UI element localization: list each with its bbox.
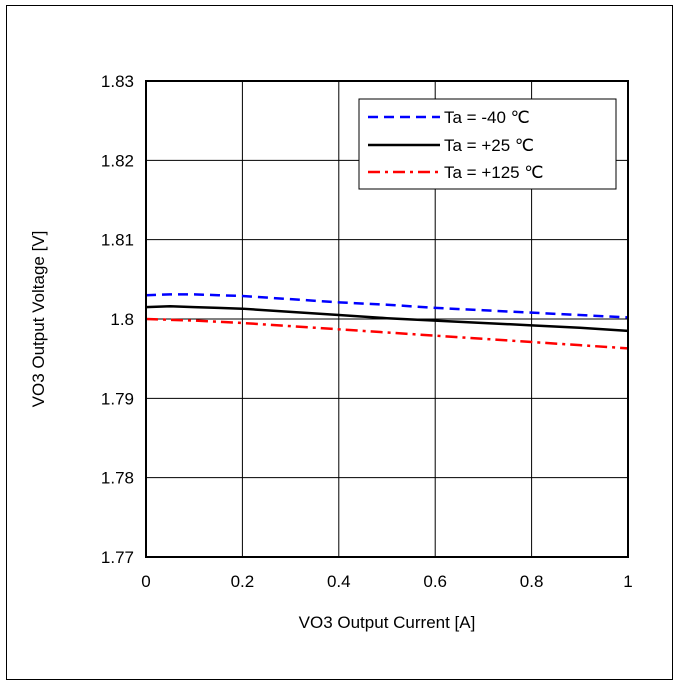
legend-label-plus25: Ta = +25 ℃ — [444, 136, 534, 155]
x-tick-label: 0.4 — [327, 572, 351, 591]
y-axis-label: VO3 Output Voltage [V] — [29, 231, 48, 408]
series-line-2 — [145, 317, 629, 350]
x-tick-label: 0 — [141, 572, 150, 591]
series-layer — [145, 293, 629, 350]
x-tick-labels: 0 0.2 0.4 0.6 0.8 1 — [141, 572, 632, 591]
plot-area-border — [145, 80, 629, 558]
legend-label-minus40: Ta = -40 ℃ — [444, 108, 530, 127]
series-line-1 — [145, 305, 629, 333]
y-tick-labels: 1.77 1.78 1.79 1.8 1.81 1.82 1.83 — [101, 72, 134, 567]
y-tick-label: 1.81 — [101, 231, 134, 250]
y-tick-label: 1.77 — [101, 548, 134, 567]
y-tick-label: 1.79 — [101, 389, 134, 408]
x-tick-label: 1 — [623, 572, 632, 591]
x-tick-label: 0.6 — [423, 572, 447, 591]
y-tick-label: 1.83 — [101, 72, 134, 91]
legend: Ta = -40 ℃ Ta = +25 ℃ Ta = +125 ℃ — [358, 98, 617, 190]
series-line-0 — [145, 293, 629, 319]
x-tick-label: 0.2 — [231, 572, 255, 591]
y-tick-label: 1.8 — [110, 310, 134, 329]
y-tick-label: 1.78 — [101, 469, 134, 488]
x-axis-label: VO3 Output Current [A] — [299, 613, 476, 632]
chart-frame — [6, 5, 673, 680]
y-tick-label: 1.82 — [101, 151, 134, 170]
legend-label-plus125: Ta = +125 ℃ — [444, 163, 543, 182]
x-tick-label: 0.8 — [520, 572, 544, 591]
